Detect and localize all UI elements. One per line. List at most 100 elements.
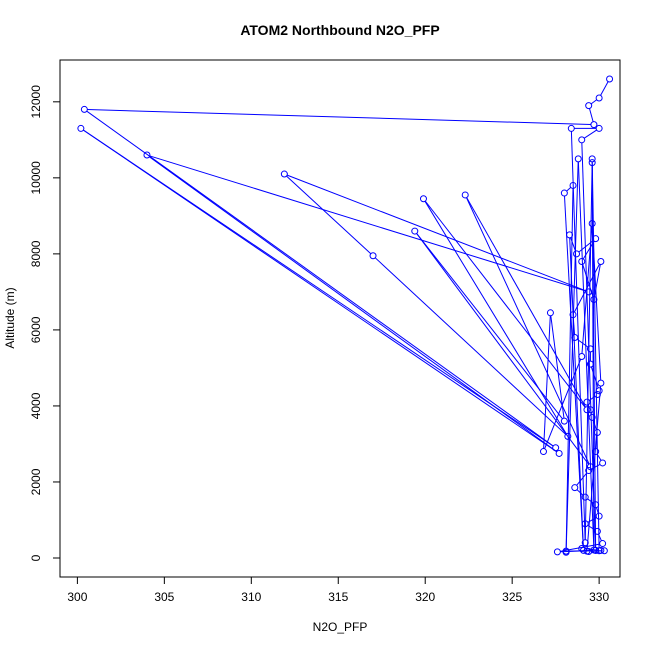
data-point	[143, 151, 151, 159]
data-point	[578, 136, 586, 144]
data-point	[578, 257, 586, 265]
series-segment	[596, 453, 602, 461]
series-segment	[569, 237, 584, 548]
data-point	[595, 512, 603, 520]
series-segment	[576, 472, 588, 486]
series-segment	[583, 129, 597, 139]
data-point	[562, 547, 570, 555]
data-point	[553, 548, 561, 556]
data-point	[586, 406, 594, 414]
data-point	[578, 544, 586, 552]
series-segment	[286, 175, 372, 255]
series-segment	[544, 359, 582, 449]
series-layer	[77, 75, 614, 556]
data-point	[599, 540, 607, 548]
series-segment	[416, 233, 563, 420]
data-point	[280, 170, 288, 178]
data-point	[588, 219, 596, 227]
data-point	[592, 501, 600, 509]
data-point	[593, 429, 601, 437]
y-tick-label: 6000	[29, 316, 43, 343]
data-point	[539, 448, 547, 456]
data-point	[599, 459, 607, 467]
plot-frame	[59, 59, 621, 578]
series-segment	[565, 188, 574, 550]
series-segment	[590, 99, 598, 105]
data-point	[369, 252, 377, 260]
data-point	[573, 250, 581, 258]
x-tick-label: 300	[67, 590, 87, 604]
data-point	[80, 105, 88, 113]
data-point	[569, 311, 577, 319]
x-tick-label: 315	[328, 590, 348, 604]
data-point	[578, 353, 586, 361]
data-point	[585, 102, 593, 110]
data-point	[583, 406, 591, 414]
data-point	[606, 75, 614, 83]
y-tick-label: 8000	[29, 240, 43, 267]
series-segment	[560, 543, 600, 552]
data-point	[586, 463, 594, 471]
series-segment	[550, 315, 565, 419]
series-segment	[596, 507, 599, 514]
series-segment	[589, 395, 596, 401]
series-segment	[582, 240, 595, 260]
data-point	[586, 345, 594, 353]
data-point	[585, 548, 593, 556]
data-point	[77, 124, 85, 132]
data-point	[597, 257, 605, 265]
data-point	[560, 189, 568, 197]
data-point	[585, 467, 593, 475]
data-point	[595, 387, 603, 395]
series-segment	[565, 161, 579, 550]
series-segment	[149, 155, 586, 292]
series-segment	[374, 257, 566, 435]
y-tick-label: 0	[29, 554, 43, 561]
x-tick-label: 310	[241, 590, 261, 604]
data-point	[586, 360, 594, 368]
x-tick-label: 320	[415, 590, 435, 604]
data-point	[555, 449, 563, 457]
data-point	[571, 334, 579, 342]
series-segment	[286, 174, 587, 292]
data-point	[600, 547, 608, 555]
data-point	[569, 181, 577, 189]
data-point	[593, 391, 601, 399]
x-tick-label: 325	[502, 590, 522, 604]
data-point	[588, 413, 596, 421]
data-point	[595, 94, 603, 102]
series-segment	[149, 156, 557, 453]
data-point	[546, 309, 554, 317]
data-point	[581, 539, 589, 547]
y-tick-label: 10000	[29, 161, 43, 195]
data-point	[595, 124, 603, 132]
series-segment	[466, 197, 586, 408]
series-segment	[416, 233, 590, 465]
data-point	[574, 155, 582, 163]
x-axis-label: N2O_PFP	[313, 620, 368, 634]
series-segment	[570, 237, 576, 252]
y-tick-label: 4000	[29, 392, 43, 419]
y-axis-label: Altitude (m)	[3, 287, 17, 348]
y-tick-label: 2000	[29, 468, 43, 495]
data-point	[592, 448, 600, 456]
series-segment	[587, 524, 596, 531]
data-point	[560, 417, 568, 425]
data-point	[461, 191, 469, 199]
series-segment	[83, 129, 557, 453]
series-segment	[587, 517, 597, 523]
x-tick-label: 330	[589, 590, 609, 604]
series-segment	[566, 187, 572, 192]
data-point	[566, 231, 574, 239]
series-segment	[570, 131, 586, 540]
series-segment	[595, 435, 598, 449]
data-point	[579, 546, 587, 554]
data-point	[592, 546, 600, 554]
data-point	[571, 484, 579, 492]
y-axis: 0 2000 4000 6000 8000 10000 12000	[29, 85, 61, 561]
series-segment	[590, 366, 599, 389]
series-segment	[87, 109, 591, 126]
data-point	[583, 398, 591, 406]
chart-title: ATOM2 Northbound N2O_PFP	[240, 22, 439, 38]
data-point	[597, 379, 605, 387]
